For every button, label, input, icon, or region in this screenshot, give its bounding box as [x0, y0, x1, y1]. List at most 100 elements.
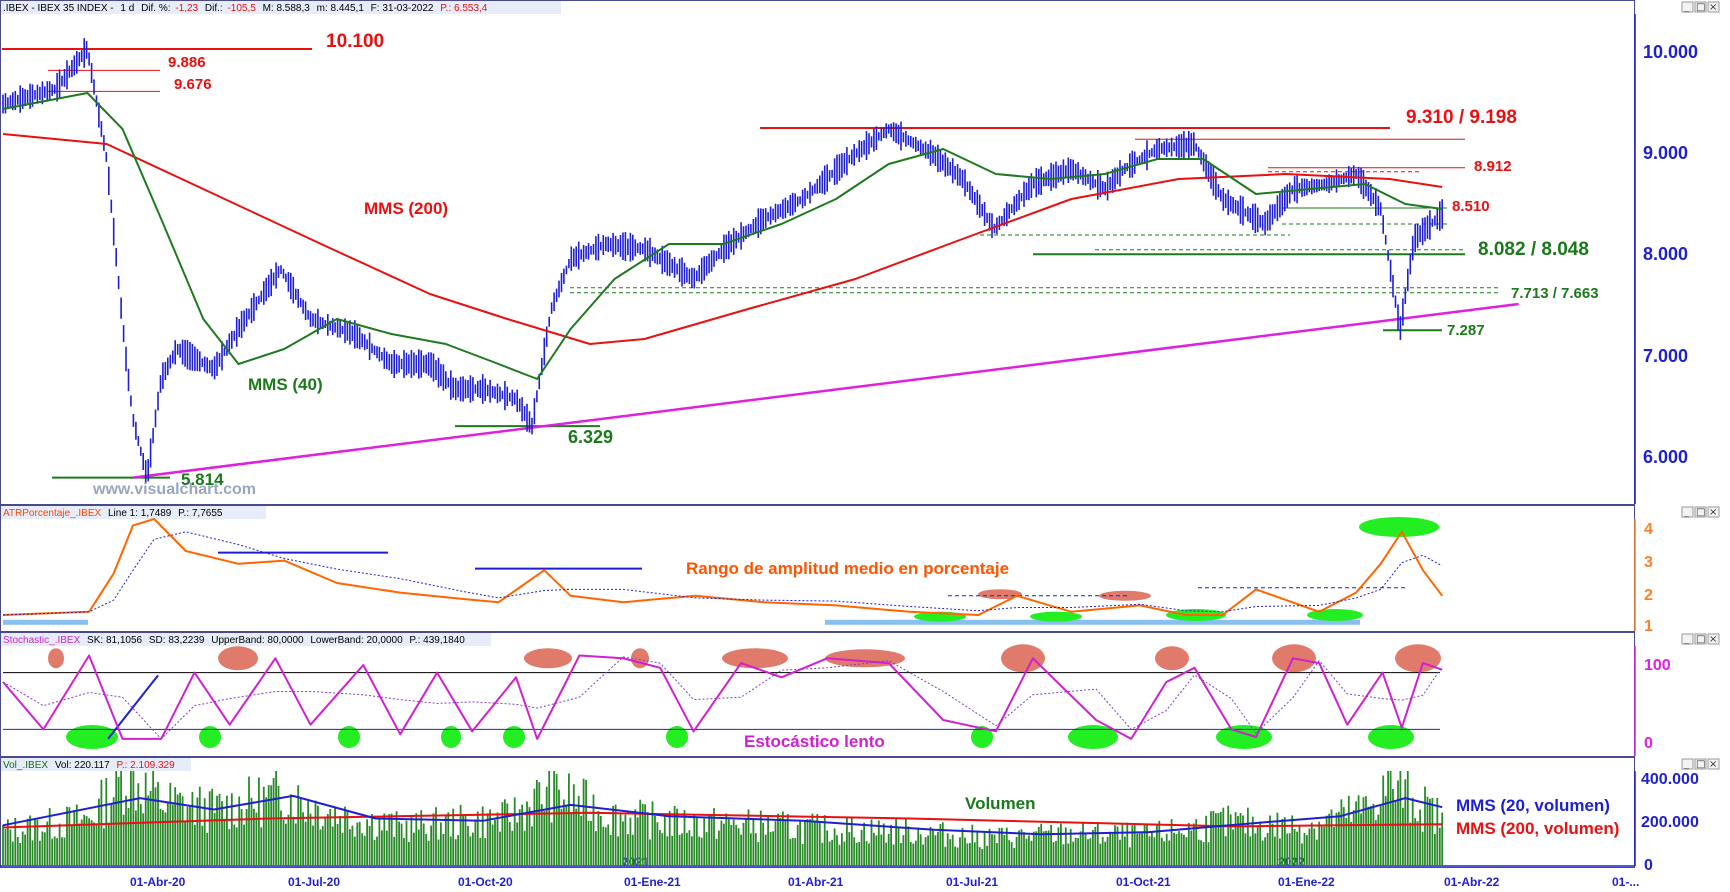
level-label-8082: 8.082 / 8.048	[1478, 239, 1589, 260]
vol-restore-button[interactable]	[1694, 758, 1707, 770]
atr-low-band	[825, 619, 1360, 625]
vol-header-vol: Vol: 220.117	[55, 760, 110, 771]
volume-bars	[2, 771, 1444, 866]
price-restore-button[interactable]	[1694, 1, 1707, 13]
stoch-oversold-highlight	[503, 726, 525, 748]
atr-high-highlight	[1359, 517, 1439, 537]
stoch-close-button[interactable]	[1707, 633, 1720, 645]
stoch-oversold-highlight	[66, 725, 118, 749]
x-tick: 01-Oct-21	[1116, 875, 1171, 889]
watermark: www.visualchart.com	[92, 481, 256, 498]
level-label-6329: 6.329	[568, 427, 613, 447]
stoch-minimize-glyph: _	[1683, 634, 1690, 645]
x-tick: 01-Ene-21	[624, 875, 681, 889]
stoch-overbought-highlight	[48, 648, 64, 669]
vol-minimize-button[interactable]	[1681, 758, 1694, 770]
vol-header-p: P.: 2.109.329	[116, 760, 175, 771]
level-label-10100: 10.100	[326, 31, 384, 52]
atr-header: ATRPorcentaje_.IBEX Line 1: 1,7489 P.: 7…	[1, 506, 266, 519]
volume-layer	[2, 771, 1444, 866]
header-difpct: -1,23	[175, 3, 198, 14]
stoch-overbought-highlight	[524, 648, 572, 669]
x-tick: 01-Jul-21	[946, 875, 998, 889]
stoch-y-ticks: 100 0	[1644, 657, 1671, 752]
stoch-overbought-highlight	[1001, 644, 1045, 673]
stoch-oversold-highlight	[441, 726, 461, 748]
stoch-header-sk: SK: 81,1056	[87, 635, 142, 646]
x-ticks: 01-Abr-20 01-Jul-20 01-Oct-20 01-Ene-21 …	[130, 855, 1639, 889]
stoch-overbought-highlight	[631, 648, 649, 669]
stoch-minimize-button[interactable]	[1681, 633, 1694, 645]
vol-title: Volumen	[965, 794, 1036, 813]
x-tick: 01-Jul-20	[288, 875, 340, 889]
price-minimize-glyph: _	[1683, 2, 1690, 13]
series-layer	[2, 38, 1519, 836]
svg-text:Vol_.IBEX Vol: 220.117: Vol_.IBEX Vol: 220.117 P.: 2.109.329	[3, 760, 175, 771]
x-tick: 01-Oct-20	[458, 875, 513, 889]
x-tick: 01-Abr-22	[1444, 875, 1500, 889]
level-lines-layer	[2, 48, 1500, 730]
price-header: .IBEX - IBEX 35 INDEX - 1 d Dif. %: -1,2…	[1, 1, 561, 14]
price-y-tick: 9.000	[1643, 143, 1688, 163]
vol-minimize-glyph: _	[1683, 759, 1690, 770]
vol-close-button[interactable]	[1707, 758, 1720, 770]
svg-text:ATRPorcentaje_.IBEX Line: ATRPorcentaje_.IBEX Line 1: 1,7489 P.: 7…	[3, 508, 223, 519]
price-restore-glyph: □	[1696, 2, 1705, 13]
atr-close-glyph: ×	[1709, 507, 1717, 518]
price-window-buttons: _ □ ×	[1681, 1, 1720, 13]
price-minimize-button[interactable]	[1681, 1, 1694, 13]
atr-restore-button[interactable]	[1694, 506, 1707, 518]
atr-y-tick: 4	[1644, 521, 1653, 538]
stoch-header-upper: UpperBand: 80,0000	[211, 635, 304, 646]
mms200-line	[2, 133, 1443, 345]
stoch-restore-button[interactable]	[1694, 633, 1707, 645]
stoch-oversold-highlight	[1068, 725, 1118, 749]
atr-low-band	[3, 619, 88, 625]
vol-y-tick: 0	[1644, 857, 1653, 874]
atr-close-button[interactable]	[1707, 506, 1720, 518]
stoch-header-name: Stochastic_.IBEX	[3, 635, 81, 646]
stoch-close-glyph: ×	[1709, 634, 1717, 645]
price-y-tick: 6.000	[1643, 447, 1688, 467]
price-close-button[interactable]	[1707, 1, 1720, 13]
stoch-header-p: P.: 439,1840	[409, 635, 465, 646]
stoch-oversold-highlight	[338, 726, 360, 748]
price-y-tick: 10.000	[1643, 42, 1698, 62]
svg-text:Stochastic_.IBEX SK: 81,: Stochastic_.IBEX SK: 81,1056 SD: 83,2239…	[3, 635, 465, 646]
vol-header: Vol_.IBEX Vol: 220.117 P.: 2.109.329	[1, 758, 191, 771]
atr-y-ticks: 4 3 2 1	[1644, 521, 1653, 635]
stoch-window-buttons: _ □ ×	[1681, 633, 1720, 645]
atr-minimize-button[interactable]	[1681, 506, 1694, 518]
vol-mms200-label: MMS (200, volumen)	[1456, 819, 1619, 838]
level-label-5814: 5.814	[181, 470, 224, 489]
svg-text:.IBEX - IBEX 35 INDEX -: .IBEX - IBEX 35 INDEX - 1 d Dif. %: -1,2…	[3, 3, 488, 14]
header-period: 1 d	[120, 3, 134, 14]
price-close-glyph: ×	[1709, 2, 1717, 13]
atr-low-highlight	[1307, 609, 1363, 621]
stoch-oversold-highlight	[971, 726, 993, 748]
header-max: M: 8.588,3	[263, 3, 311, 14]
stoch-header-lower: LowerBand: 20,0000	[310, 635, 403, 646]
price-panel-frame	[0, 0, 1635, 505]
atr-y-tick: 1	[1644, 618, 1653, 635]
level-label-7287: 7.287	[1447, 322, 1485, 339]
level-label-8510: 8.510	[1452, 198, 1490, 215]
stoch-overbought-highlight	[1155, 646, 1189, 671]
price-y-tick: 8.000	[1643, 244, 1688, 264]
vol-header-name: Vol_.IBEX	[3, 760, 48, 771]
atr-minimize-glyph: _	[1683, 507, 1690, 518]
x-tick: 01-Abr-20	[130, 875, 186, 889]
atr-header-p: P.: 7,7655	[178, 508, 223, 519]
support-trendline	[132, 302, 1519, 479]
vol-mms20-line	[2, 794, 1443, 836]
x-tick: 01-...	[1612, 875, 1639, 889]
x-tick: 01-Abr-21	[788, 875, 844, 889]
vol-restore-glyph: □	[1696, 759, 1705, 770]
atr-header-line1: Line 1: 1,7489	[108, 508, 172, 519]
stoch-title: Estocástico lento	[744, 732, 885, 751]
vol-mms200-line	[2, 811, 1443, 829]
vol-y-tick: 200.000	[1641, 814, 1699, 831]
level-label-9676: 9.676	[174, 76, 212, 93]
atr-header-name: ATRPorcentaje_.IBEX	[3, 508, 102, 519]
